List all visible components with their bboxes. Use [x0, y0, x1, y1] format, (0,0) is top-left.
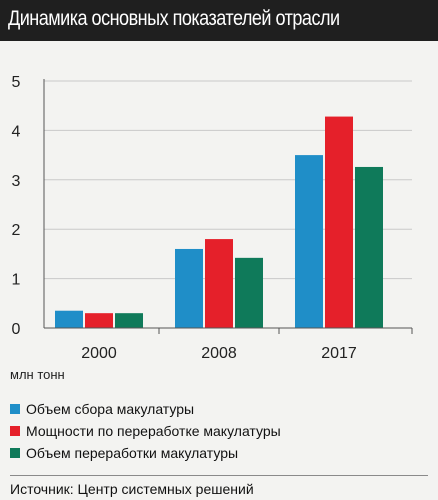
- bar: [355, 166, 383, 328]
- title-bar: Динамика основных показателей отрасли: [0, 0, 438, 41]
- x-tick-label: 2000: [81, 345, 117, 362]
- bar: [325, 116, 353, 329]
- legend-item: Мощности по переработке макулатуры: [10, 420, 281, 442]
- y-tick-label: 2: [12, 222, 21, 239]
- legend-item: Объем переработки макулатуры: [10, 442, 281, 464]
- unit-label: млн тонн: [10, 367, 65, 382]
- y-tick-label: 4: [12, 123, 21, 140]
- bar: [175, 248, 203, 328]
- bar: [235, 257, 263, 328]
- legend-label-collection: Объем сбора макулатуры: [26, 401, 195, 417]
- x-tick-label: 2008: [201, 345, 237, 362]
- x-tick-label: 2017: [321, 345, 357, 362]
- y-tick-label: 0: [12, 321, 21, 338]
- y-tick-label: 5: [12, 74, 21, 91]
- bar: [55, 310, 83, 328]
- bar: [205, 239, 233, 328]
- legend-label-processing: Объем переработки макулатуры: [26, 445, 239, 461]
- legend-item: Объем сбора макулатуры: [10, 398, 281, 420]
- bar-chart: 0 1 2 3 4 5 2000 2008 2017: [12, 74, 413, 362]
- source-divider: [10, 475, 428, 476]
- chart-title: Динамика основных показателей отрасли: [8, 7, 340, 30]
- legend-swatch-collection: [10, 404, 20, 414]
- y-tick-label: 3: [12, 173, 21, 190]
- legend: Объем сбора макулатуры Мощности по перер…: [10, 398, 281, 464]
- bar: [115, 313, 143, 328]
- legend-label-capacity: Мощности по переработке макулатуры: [26, 423, 281, 439]
- legend-swatch-capacity: [10, 426, 20, 436]
- legend-swatch-processing: [10, 448, 20, 458]
- bar: [85, 313, 113, 328]
- source-note: Источник: Центр системных решений: [10, 481, 254, 497]
- y-tick-label: 1: [12, 272, 21, 289]
- bar: [295, 155, 323, 328]
